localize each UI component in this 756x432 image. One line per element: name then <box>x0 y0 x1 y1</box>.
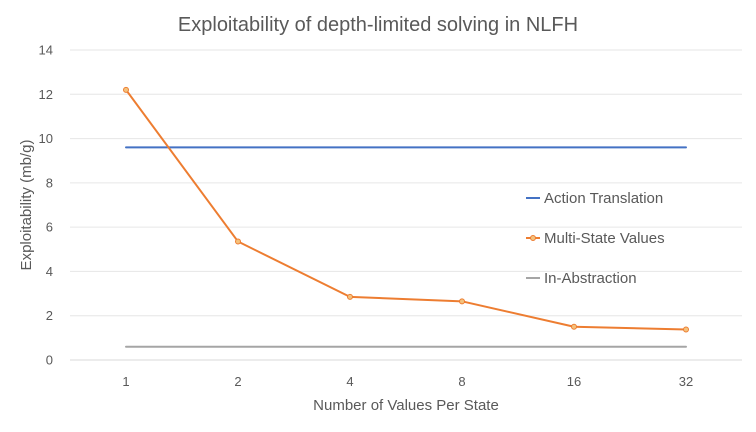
legend-item: Multi-State Values <box>526 230 665 247</box>
x-axis-ticks: 1 2 4 8 16 32 <box>122 374 693 389</box>
y-tick-label: 4 <box>46 264 53 279</box>
y-tick-label: 12 <box>39 87 53 102</box>
legend: Action Translation Multi-State Values In-A… <box>526 190 665 287</box>
x-tick-label: 2 <box>234 374 241 389</box>
legend-item: Action Translation <box>526 190 663 207</box>
series-multi-state-values <box>123 86 689 333</box>
y-tick-label: 0 <box>46 353 53 368</box>
legend-label: Action Translation <box>544 190 663 207</box>
y-axis-ticks: 0 2 4 6 8 10 12 14 <box>39 43 53 368</box>
y-tick-label: 8 <box>46 175 53 190</box>
y-axis-title: Exploitability (mb/g) <box>18 140 35 271</box>
y-tick-label: 14 <box>39 43 53 58</box>
data-point <box>683 326 689 333</box>
gridlines <box>70 49 742 361</box>
data-point <box>123 86 129 93</box>
series-line <box>125 88 687 331</box>
data-point <box>459 298 465 305</box>
chart-title: Exploitability of depth-limited solving … <box>178 14 578 36</box>
data-point <box>571 323 577 330</box>
legend-label: In-Abstraction <box>544 270 637 287</box>
data-point <box>235 238 241 245</box>
x-tick-label: 16 <box>567 374 581 389</box>
x-tick-label: 32 <box>679 374 693 389</box>
legend-label: Multi-State Values <box>544 230 665 247</box>
x-axis-title: Number of Values Per State <box>313 397 499 414</box>
x-tick-label: 4 <box>346 374 353 389</box>
series-lines <box>123 86 689 348</box>
y-tick-label: 10 <box>39 131 53 146</box>
x-tick-label: 8 <box>458 374 465 389</box>
y-tick-label: 6 <box>46 220 53 235</box>
legend-item: In-Abstraction <box>526 270 637 287</box>
legend-marker <box>530 235 536 241</box>
data-point <box>347 293 353 300</box>
x-tick-label: 1 <box>122 374 129 389</box>
y-tick-label: 2 <box>46 308 53 323</box>
